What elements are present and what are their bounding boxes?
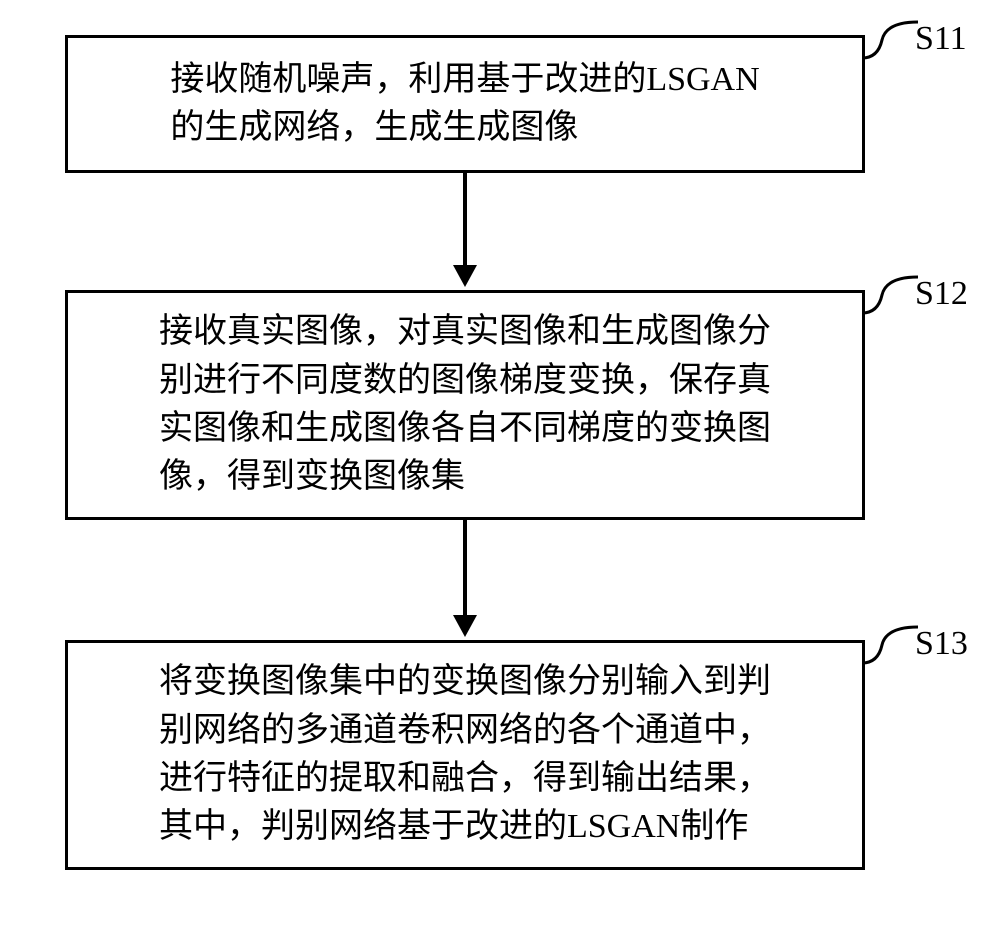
bracket-s12: [860, 275, 920, 315]
flow-step-s11-text: 接收随机噪声，利用基于改进的LSGAN 的生成网络，生成生成图像: [170, 56, 759, 153]
flow-step-s13: 将变换图像集中的变换图像分别输入到判 别网络的多通道卷积网络的各个通道中， 进行…: [65, 640, 865, 870]
flow-step-s13-text: 将变换图像集中的变换图像分别输入到判 别网络的多通道卷积网络的各个通道中， 进行…: [159, 658, 771, 851]
bracket-s11: [860, 20, 920, 60]
arrow-s12-s13-line: [463, 520, 467, 615]
bracket-s13: [860, 625, 920, 665]
step-label-s13: S13: [915, 625, 968, 663]
arrow-s11-s12-head: [453, 265, 477, 287]
arrow-s11-s12-line: [463, 173, 467, 265]
step-label-s11: S11: [915, 20, 967, 58]
step-label-s12: S12: [915, 275, 968, 313]
flow-step-s11: 接收随机噪声，利用基于改进的LSGAN 的生成网络，生成生成图像: [65, 35, 865, 173]
flow-step-s12: 接收真实图像，对真实图像和生成图像分 别进行不同度数的图像梯度变换，保存真 实图…: [65, 290, 865, 520]
flow-step-s12-text: 接收真实图像，对真实图像和生成图像分 别进行不同度数的图像梯度变换，保存真 实图…: [159, 308, 771, 501]
arrow-s12-s13-head: [453, 615, 477, 637]
